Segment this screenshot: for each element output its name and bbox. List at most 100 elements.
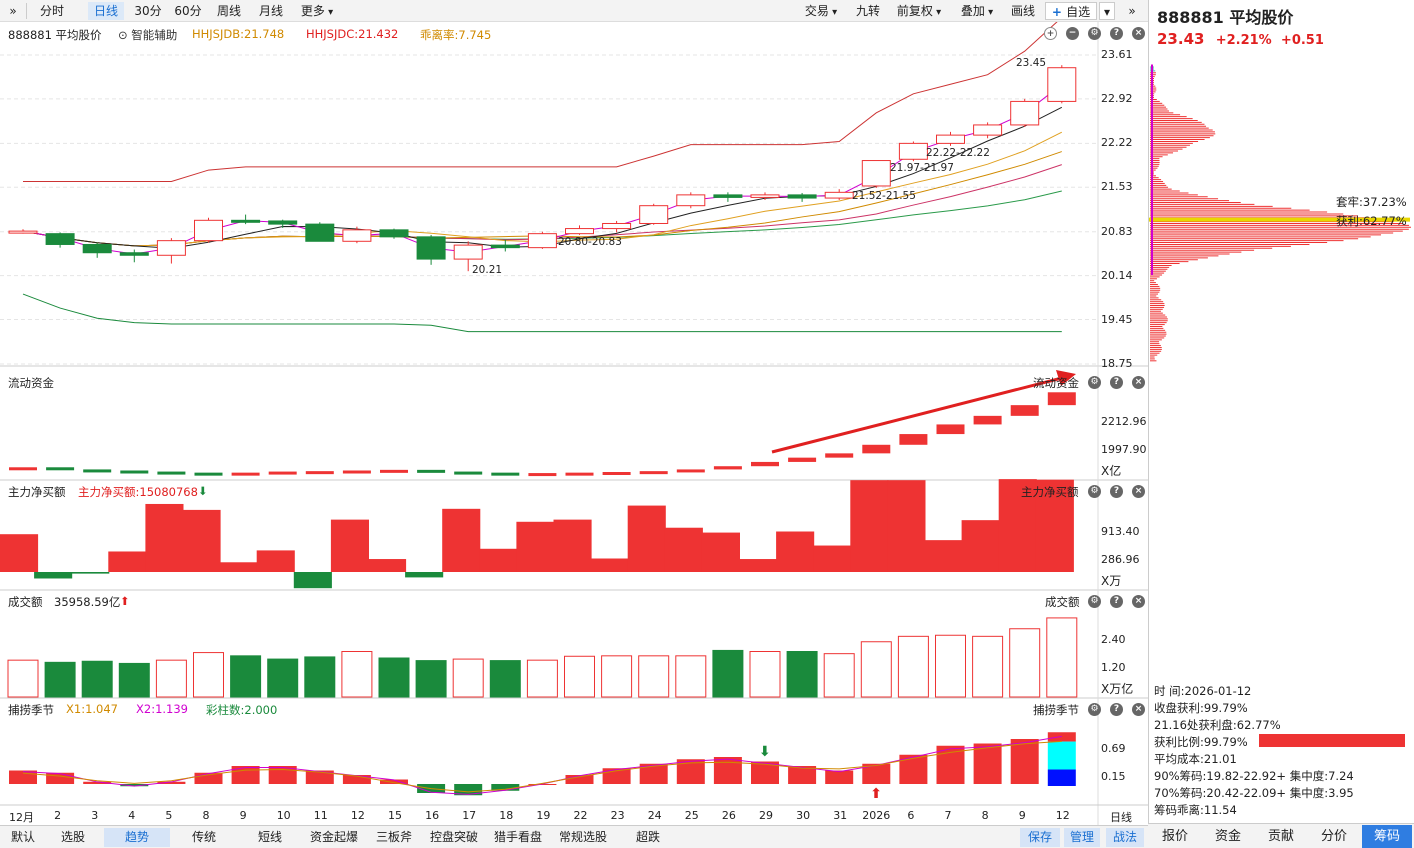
tab-control-break[interactable]: 控盘突破 — [429, 830, 478, 844]
chip-distribution — [1148, 64, 1411, 362]
adjust-dropdown[interactable]: 前复权 — [892, 2, 946, 20]
tactics-button[interactable]: 战法 — [1106, 828, 1144, 847]
tab-stock-pick[interactable]: 选股 — [60, 830, 85, 844]
gear-icon[interactable]: ⚙ — [1088, 485, 1101, 498]
season-bar — [973, 743, 1002, 784]
gear-icon[interactable]: ⚙ — [1088, 595, 1101, 608]
mainforce-bar — [887, 480, 926, 572]
ma4-line — [22, 106, 1063, 249]
more-dropdown[interactable]: 更多 — [295, 2, 339, 20]
x-tick-label: 26 — [721, 809, 736, 822]
liquidity-bar — [491, 472, 520, 476]
liquidity-panel-name: 流动资金 — [8, 376, 54, 390]
mainforce-bar — [256, 550, 295, 572]
tab-short[interactable]: 短线 — [257, 830, 282, 844]
mainforce-value: 主力净买额:15080768 — [78, 485, 198, 499]
y-label: 0.69 — [1101, 742, 1126, 755]
tab-monthly[interactable]: 月线 — [258, 4, 283, 18]
tab-quote[interactable]: 报价 — [1161, 829, 1188, 844]
tab-30min[interactable]: 30分 — [134, 4, 162, 18]
gear-icon[interactable]: ⚙ — [1088, 376, 1101, 389]
x-tick-label: 10 — [276, 809, 291, 822]
tab-three-axes[interactable]: 三板斧 — [375, 830, 412, 844]
watchlist-dropdown-icon[interactable]: ▾ — [1099, 2, 1115, 20]
tab-default[interactable]: 默认 — [10, 830, 35, 844]
liquidity-bar — [380, 469, 408, 473]
add-icon[interactable]: + — [1044, 27, 1057, 40]
mainforce-panel-right-name: 主力净买额 — [1021, 485, 1079, 499]
y-label: 286.96 — [1101, 553, 1140, 566]
close-icon[interactable]: × — [1132, 27, 1145, 40]
collapse-icon[interactable]: » — [1128, 4, 1136, 18]
season-bar — [305, 770, 334, 784]
tab-trend[interactable]: 趋势 — [104, 828, 170, 847]
season-bar — [639, 763, 668, 784]
close-icon[interactable]: × — [1132, 703, 1145, 716]
close-icon[interactable]: × — [1132, 376, 1145, 389]
turnover-bar — [935, 634, 966, 698]
trend-arrow-head — [1056, 370, 1076, 386]
tab-contribution[interactable]: 贡献 — [1267, 829, 1294, 844]
assist-toggle[interactable]: ⊙ 智能辅助 — [118, 28, 178, 42]
close-icon[interactable]: × — [1132, 595, 1145, 608]
tab-regular-pick[interactable]: 常规选股 — [558, 830, 607, 844]
candle — [824, 191, 854, 199]
liquidity-bar — [157, 471, 186, 475]
x-tick-label: 8 — [981, 809, 989, 822]
gear-icon[interactable]: ⚙ — [1088, 703, 1101, 716]
liquidity-bar — [528, 473, 557, 477]
mainforce-bar — [739, 559, 778, 572]
nine-turn-button[interactable]: 九转 — [855, 4, 880, 18]
tab-capital-burst[interactable]: 资金起爆 — [309, 830, 358, 844]
liquidity-bar — [825, 453, 854, 458]
gear-icon[interactable]: ⚙ — [1088, 27, 1101, 40]
turnover-bar — [860, 641, 892, 698]
overlay-dropdown[interactable]: 叠加 — [954, 2, 1000, 20]
tab-60min[interactable]: 60分 — [174, 4, 202, 18]
turnover-bar — [749, 651, 781, 698]
tab-price-dist[interactable]: 分价 — [1320, 829, 1347, 844]
tab-chips[interactable]: 筹码 — [1362, 825, 1412, 848]
expand-icon[interactable]: » — [9, 4, 17, 18]
x-tick-label: 9 — [1018, 809, 1026, 822]
candle — [639, 205, 669, 224]
turnover-bar — [601, 655, 633, 698]
tab-hunter[interactable]: 猎手看盘 — [493, 830, 542, 844]
trade-dropdown[interactable]: 交易 — [798, 2, 844, 20]
candle — [8, 230, 38, 234]
down-arrow-icon: ⬇ — [198, 484, 208, 498]
mainforce-bar — [479, 548, 518, 572]
liquidity-bar — [899, 434, 928, 445]
x-tick-label: 29 — [759, 809, 773, 822]
turnover-bar — [193, 652, 224, 698]
x-tick-label: 12 — [350, 809, 365, 822]
chip-deviation: 筹码乖离:11.54 — [1154, 803, 1237, 817]
close-icon[interactable]: × — [1132, 485, 1145, 498]
help-icon[interactable]: ? — [1110, 376, 1123, 389]
minus-icon[interactable]: − — [1066, 27, 1079, 40]
chip-profit: 收盘获利:99.79% — [1154, 701, 1248, 715]
draw-button[interactable]: 画线 — [1010, 4, 1035, 18]
manage-button[interactable]: 管理 — [1064, 828, 1100, 847]
liquidity-bar — [973, 415, 1002, 425]
y-label: 20.83 — [1101, 225, 1133, 238]
x-tick-label: 5 — [165, 809, 173, 822]
tab-weekly[interactable]: 周线 — [216, 4, 241, 18]
help-icon[interactable]: ? — [1110, 703, 1123, 716]
tab-oversold[interactable]: 超跌 — [635, 830, 660, 844]
x-tick-label: 12月 — [9, 811, 34, 824]
watchlist-button[interactable]: + 自选 — [1045, 2, 1097, 20]
season-bar — [83, 781, 112, 784]
turnover-panel-right-name: 成交额 — [1045, 595, 1080, 609]
turnover-bar — [378, 657, 410, 698]
tab-traditional[interactable]: 传统 — [191, 830, 216, 844]
season-bar — [380, 779, 408, 784]
tab-daily[interactable]: 日线 — [88, 2, 124, 20]
chart-area[interactable]: ⬇⬆ — [0, 22, 1148, 825]
tab-intraday[interactable]: 分时 — [39, 4, 64, 18]
tab-funds[interactable]: 资金 — [1214, 829, 1241, 844]
help-icon[interactable]: ? — [1110, 595, 1123, 608]
help-icon[interactable]: ? — [1110, 485, 1123, 498]
help-icon[interactable]: ? — [1110, 27, 1123, 40]
save-button[interactable]: 保存 — [1020, 828, 1060, 847]
